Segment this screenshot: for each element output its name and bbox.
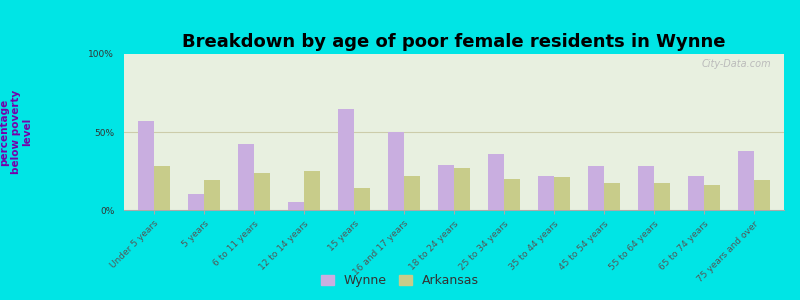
- Bar: [238, 145, 254, 210]
- Bar: [654, 184, 670, 210]
- Text: City-Data.com: City-Data.com: [701, 59, 770, 69]
- Bar: [538, 176, 554, 210]
- Bar: [388, 132, 404, 210]
- Bar: [254, 172, 270, 210]
- Bar: [554, 177, 570, 210]
- Bar: [154, 166, 170, 210]
- Bar: [738, 151, 754, 210]
- Title: Breakdown by age of poor female residents in Wynne: Breakdown by age of poor female resident…: [182, 33, 726, 51]
- Bar: [438, 165, 454, 210]
- Bar: [454, 168, 470, 210]
- Legend: Wynne, Arkansas: Wynne, Arkansas: [318, 270, 482, 291]
- Bar: [354, 188, 370, 210]
- Text: percentage
below poverty
level: percentage below poverty level: [0, 90, 33, 174]
- Bar: [488, 154, 504, 210]
- Bar: [204, 180, 220, 210]
- Bar: [304, 171, 320, 210]
- Bar: [688, 176, 704, 210]
- Bar: [504, 179, 520, 210]
- Bar: [188, 194, 204, 210]
- Bar: [288, 202, 304, 210]
- Bar: [604, 184, 620, 210]
- Bar: [638, 166, 654, 210]
- Bar: [704, 185, 720, 210]
- Bar: [338, 109, 354, 210]
- Bar: [754, 180, 770, 210]
- Bar: [138, 121, 154, 210]
- Bar: [588, 166, 604, 210]
- Bar: [404, 176, 420, 210]
